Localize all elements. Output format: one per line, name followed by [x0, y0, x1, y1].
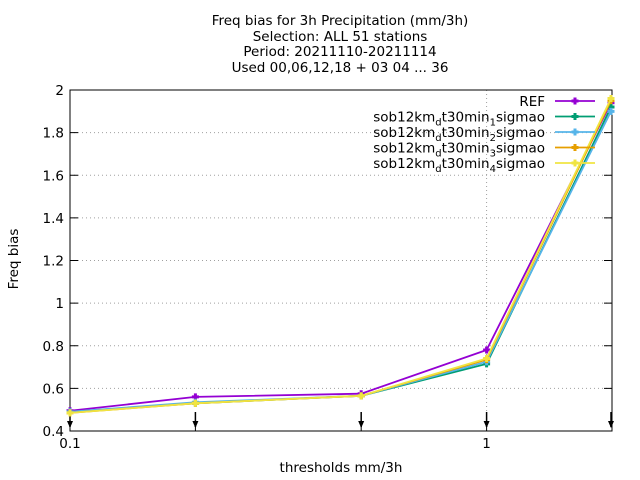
plot-frame — [69, 89, 613, 432]
title-line-4: Used 00,06,12,18 + 03 04 ... 36 — [232, 60, 449, 76]
legend-label: sob12kmdt30min2sigmao — [373, 125, 545, 144]
series-point — [357, 392, 365, 400]
legend-label: sob12kmdt30min3sigmao — [373, 141, 545, 160]
y-tick-label: 1.4 — [43, 211, 64, 227]
series-point — [66, 409, 74, 417]
legend-subscript: 3 — [490, 149, 496, 160]
legend-entry-5: sob12kmdt30min4sigmao — [373, 156, 595, 175]
chart-title: Freq bias for 3h Precipitation (mm/3h) S… — [212, 13, 469, 76]
legend: REFsob12kmdt30min1sigmaosob12kmdt30min2s… — [373, 94, 595, 175]
legend-swatch-point — [571, 128, 579, 136]
legend-subscript: d — [435, 149, 441, 160]
legend-text-part: sigmao — [496, 110, 545, 126]
legend-text-part: sob12km — [373, 125, 435, 141]
legend-text-part: sob12km — [373, 110, 435, 126]
legend-entry-3: sob12kmdt30min2sigmao — [373, 125, 595, 144]
x-axis-label: thresholds mm/3h — [280, 460, 403, 476]
legend-label: sob12kmdt30min1sigmao — [373, 110, 545, 129]
legend-swatch-point — [571, 97, 579, 105]
plot-series — [66, 95, 615, 417]
y-tick-label: 1 — [55, 296, 64, 312]
legend-text-part: sigmao — [496, 141, 545, 157]
x-tick-label: 1 — [482, 436, 491, 452]
legend-subscript: 2 — [490, 133, 496, 144]
legend-text-part: sob12km — [373, 141, 435, 157]
y-tick-label: 1.6 — [43, 168, 64, 184]
title-line-1: Freq bias for 3h Precipitation (mm/3h) — [212, 13, 469, 29]
legend-subscript: d — [435, 133, 441, 144]
axes: 0.4 0.6 0.8 1 1.2 1.4 1.6 1.8 2 0.1 1 — [43, 83, 614, 452]
legend-subscript: d — [435, 118, 441, 129]
x-count-marker-arrow — [483, 421, 490, 428]
series-point — [483, 355, 491, 363]
legend-entry-2: sob12kmdt30min1sigmao — [373, 110, 595, 129]
legend-text-part: sob12km — [373, 156, 435, 172]
series-point — [607, 107, 615, 115]
legend-text-part: sigmao — [496, 156, 545, 172]
legend-text-part: t30min — [442, 156, 490, 172]
legend-swatch-point — [571, 159, 579, 167]
legend-label: sob12kmdt30min4sigmao — [373, 156, 545, 175]
legend-swatch-point — [571, 113, 579, 120]
legend-text-part: t30min — [442, 141, 490, 157]
x-count-marker-arrow — [358, 421, 365, 428]
legend-subscript: d — [435, 164, 441, 175]
legend-entry-4: sob12kmdt30min3sigmao — [373, 141, 595, 160]
y-tick-label: 1.8 — [43, 126, 64, 142]
title-line-3: Period: 20211110-20211114 — [243, 44, 436, 60]
legend-entry-1: REF — [519, 94, 595, 110]
legend-subscript: 4 — [490, 164, 496, 175]
legend-text-part: sigmao — [496, 125, 545, 141]
x-count-marker-arrow — [192, 421, 199, 428]
series-point — [191, 399, 199, 407]
grid — [70, 90, 612, 431]
series-point — [607, 103, 615, 111]
y-tick-label: 0.6 — [43, 381, 64, 397]
series-point — [191, 393, 199, 401]
y-tick-label: 0.8 — [43, 339, 64, 355]
legend-subscript: 1 — [490, 118, 496, 129]
legend-text-part: t30min — [442, 110, 490, 126]
y-tick-label: 2 — [55, 83, 64, 99]
legend-swatch-point — [571, 144, 579, 151]
legend-text-part: t30min — [442, 125, 490, 141]
x-count-marker-arrow — [608, 421, 614, 428]
series-point — [483, 346, 491, 354]
legend-label: REF — [519, 94, 545, 110]
y-tick-label: 1.2 — [43, 254, 64, 270]
series-point — [607, 95, 615, 103]
x-tick-label: 0.1 — [59, 436, 80, 452]
series-5 — [66, 95, 615, 417]
y-axis-label: Freq bias — [6, 229, 22, 290]
title-line-2: Selection: ALL 51 stations — [253, 29, 428, 45]
y-tick-label: 0.4 — [43, 424, 64, 440]
